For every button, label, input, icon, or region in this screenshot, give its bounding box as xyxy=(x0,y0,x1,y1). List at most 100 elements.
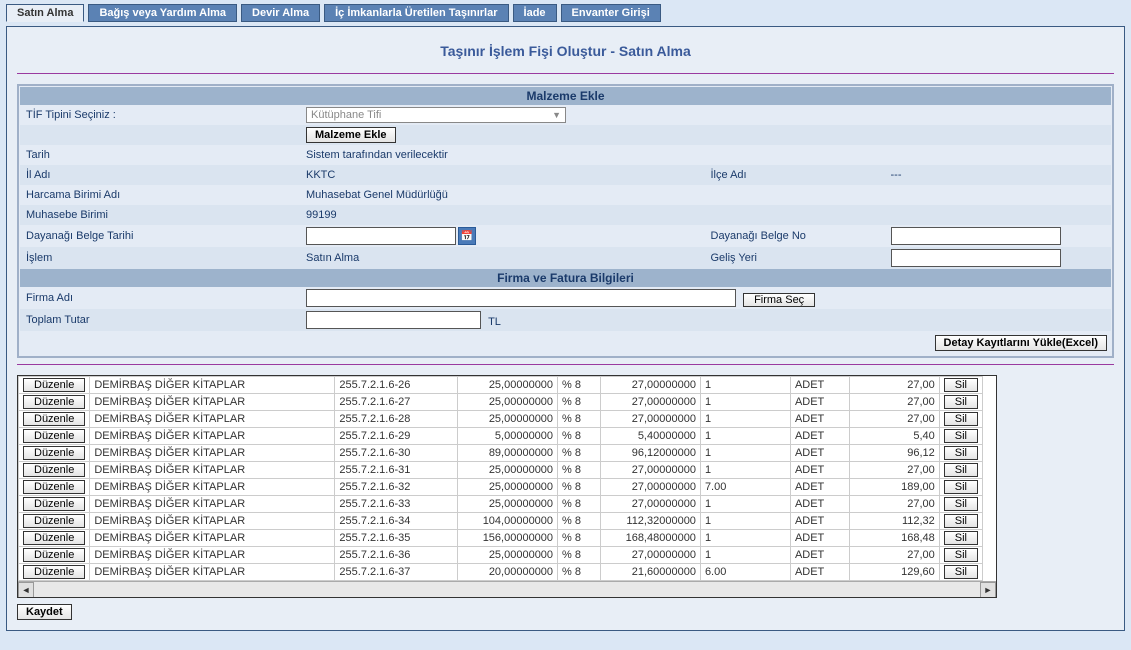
cell-pct: % 8 xyxy=(558,530,601,547)
edit-button[interactable]: Düzenle xyxy=(23,378,85,392)
dayanak-no-input[interactable] xyxy=(891,227,1061,245)
table-row: DüzenleDEMİRBAŞ DİĞER KİTAPLAR255.7.2.1.… xyxy=(19,428,983,445)
calendar-icon[interactable]: 📅 xyxy=(458,227,476,245)
tif-label: TİF Tipini Seçiniz : xyxy=(26,109,306,121)
cell-pct: % 8 xyxy=(558,394,601,411)
tif-select[interactable]: Kütüphane Tifi ▼ xyxy=(306,107,566,123)
cell-code: 255.7.2.1.6-31 xyxy=(335,462,458,479)
tab-5[interactable]: Envanter Girişi xyxy=(561,4,661,22)
cell-qty: 1 xyxy=(700,496,790,513)
toplam-input[interactable] xyxy=(306,311,481,329)
cell-unit: ADET xyxy=(790,394,849,411)
edit-button[interactable]: Düzenle xyxy=(23,412,85,426)
harcama-value: Muhasebat Genel Müdürlüğü xyxy=(306,189,1105,201)
date-row: Tarih Sistem tarafından verilecektir xyxy=(20,145,1111,165)
tab-bar: Satın AlmaBağış veya Yardım AlmaDevir Al… xyxy=(6,4,1125,22)
edit-button[interactable]: Düzenle xyxy=(23,480,85,494)
delete-button[interactable]: Sil xyxy=(944,531,978,545)
edit-button[interactable]: Düzenle xyxy=(23,531,85,545)
cell-unit: ADET xyxy=(790,377,849,394)
gelis-input[interactable] xyxy=(891,249,1061,267)
delete-button[interactable]: Sil xyxy=(944,548,978,562)
edit-button[interactable]: Düzenle xyxy=(23,565,85,579)
delete-button[interactable]: Sil xyxy=(944,480,978,494)
main-panel: Taşınır İşlem Fişi Oluştur - Satın Alma … xyxy=(6,26,1125,631)
cell-name: DEMİRBAŞ DİĞER KİTAPLAR xyxy=(90,564,335,581)
cell-pct: % 8 xyxy=(558,462,601,479)
cell-v1: 104,00000000 xyxy=(458,513,558,530)
tab-1[interactable]: Bağış veya Yardım Alma xyxy=(88,4,237,22)
delete-button[interactable]: Sil xyxy=(944,412,978,426)
cell-name: DEMİRBAŞ DİĞER KİTAPLAR xyxy=(90,394,335,411)
edit-button[interactable]: Düzenle xyxy=(23,463,85,477)
edit-button[interactable]: Düzenle xyxy=(23,497,85,511)
horizontal-scrollbar[interactable]: ◄ ► xyxy=(18,581,996,597)
edit-button[interactable]: Düzenle xyxy=(23,429,85,443)
cell-v2: 5,40000000 xyxy=(600,428,700,445)
cell-v2: 27,00000000 xyxy=(600,411,700,428)
scroll-right-icon[interactable]: ► xyxy=(980,582,996,598)
cell-total: 27,00 xyxy=(849,411,939,428)
firma-row: Firma Adı Firma Seç xyxy=(20,287,1111,309)
toplam-row: Toplam Tutar TL xyxy=(20,309,1111,331)
tab-0[interactable]: Satın Alma xyxy=(6,4,84,22)
il-row: İl Adı KKTC İlçe Adı --- xyxy=(20,165,1111,185)
cell-name: DEMİRBAŞ DİĞER KİTAPLAR xyxy=(90,445,335,462)
excel-upload-button[interactable]: Detay Kayıtlarını Yükle(Excel) xyxy=(935,335,1107,351)
delete-button[interactable]: Sil xyxy=(944,395,978,409)
delete-button[interactable]: Sil xyxy=(944,565,978,579)
save-button[interactable]: Kaydet xyxy=(17,604,72,620)
cell-name: DEMİRBAŞ DİĞER KİTAPLAR xyxy=(90,547,335,564)
islem-value: Satın Alma xyxy=(306,252,359,264)
delete-button[interactable]: Sil xyxy=(944,378,978,392)
cell-total: 27,00 xyxy=(849,496,939,513)
data-grid: DüzenleDEMİRBAŞ DİĞER KİTAPLAR255.7.2.1.… xyxy=(18,376,983,581)
scroll-left-icon[interactable]: ◄ xyxy=(18,582,34,598)
firma-label: Firma Adı xyxy=(26,292,306,304)
material-section-header: Malzeme Ekle xyxy=(20,87,1111,105)
cell-code: 255.7.2.1.6-28 xyxy=(335,411,458,428)
cell-v2: 96,12000000 xyxy=(600,445,700,462)
tab-4[interactable]: İade xyxy=(513,4,557,22)
edit-button[interactable]: Düzenle xyxy=(23,514,85,528)
cell-code: 255.7.2.1.6-26 xyxy=(335,377,458,394)
firma-input[interactable] xyxy=(306,289,736,307)
add-material-button[interactable]: Malzeme Ekle xyxy=(306,127,396,143)
edit-button[interactable]: Düzenle xyxy=(23,395,85,409)
cell-qty: 1 xyxy=(700,411,790,428)
cell-pct: % 8 xyxy=(558,513,601,530)
delete-button[interactable]: Sil xyxy=(944,497,978,511)
cell-v1: 25,00000000 xyxy=(458,547,558,564)
cell-v2: 27,00000000 xyxy=(600,496,700,513)
edit-button[interactable]: Düzenle xyxy=(23,548,85,562)
cell-pct: % 8 xyxy=(558,377,601,394)
cell-v1: 5,00000000 xyxy=(458,428,558,445)
tif-selected-text: Kütüphane Tifi xyxy=(311,109,381,121)
cell-v1: 25,00000000 xyxy=(458,479,558,496)
tab-2[interactable]: Devir Alma xyxy=(241,4,320,22)
firma-sec-button[interactable]: Firma Seç xyxy=(743,293,815,307)
cell-pct: % 8 xyxy=(558,428,601,445)
cell-code: 255.7.2.1.6-33 xyxy=(335,496,458,513)
toplam-label: Toplam Tutar xyxy=(26,314,306,326)
cell-code: 255.7.2.1.6-30 xyxy=(335,445,458,462)
cell-v1: 25,00000000 xyxy=(458,394,558,411)
material-section: Malzeme Ekle TİF Tipini Seçiniz : Kütüph… xyxy=(17,84,1114,358)
dayanak-tarih-input[interactable] xyxy=(306,227,456,245)
cell-v2: 168,48000000 xyxy=(600,530,700,547)
cell-v1: 25,00000000 xyxy=(458,377,558,394)
cell-v2: 27,00000000 xyxy=(600,547,700,564)
cell-code: 255.7.2.1.6-27 xyxy=(335,394,458,411)
cell-total: 27,00 xyxy=(849,462,939,479)
tab-3[interactable]: İç İmkanlarla Üretilen Taşınırlar xyxy=(324,4,508,22)
edit-button[interactable]: Düzenle xyxy=(23,446,85,460)
delete-button[interactable]: Sil xyxy=(944,514,978,528)
cell-v1: 25,00000000 xyxy=(458,462,558,479)
delete-button[interactable]: Sil xyxy=(944,463,978,477)
cell-qty: 1 xyxy=(700,445,790,462)
currency-label: TL xyxy=(488,316,501,328)
delete-button[interactable]: Sil xyxy=(944,446,978,460)
delete-button[interactable]: Sil xyxy=(944,429,978,443)
cell-unit: ADET xyxy=(790,513,849,530)
cell-qty: 1 xyxy=(700,513,790,530)
